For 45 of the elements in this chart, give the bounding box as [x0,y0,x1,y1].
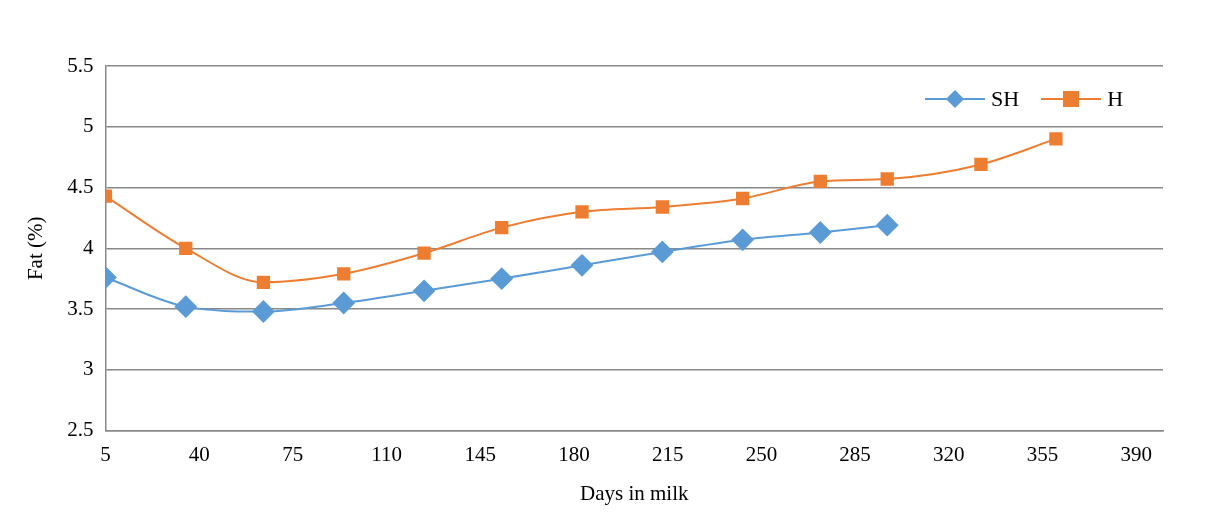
x-tick-label: 40 [188,441,210,466]
y-tick-label: 5.5 [67,52,94,77]
legend-label: H [1107,86,1124,112]
y-tick-label: 4 [82,234,94,259]
y-tick-label: 5 [82,113,94,138]
x-tick-label: 110 [371,441,402,466]
point [179,241,193,255]
point [876,214,899,237]
x-tick-label: 75 [282,441,304,466]
x-tick-label: 145 [464,441,497,466]
point [571,254,594,277]
point [413,279,436,302]
point [880,172,894,186]
x-axis-title: Days in milk [579,480,689,505]
y-tick-label: 2.5 [67,417,94,442]
x-tick-label: 285 [839,441,871,466]
point [417,246,431,260]
point [813,174,827,189]
x-tick-label: 390 [1120,441,1152,466]
point [332,291,355,314]
y-axis-title: Fat (%) [23,216,48,281]
point [174,295,197,318]
point [337,267,351,281]
point [256,275,271,289]
y-tick-label: 4.5 [67,174,94,199]
point [490,267,513,290]
x-tick-label: 250 [745,441,778,466]
point [1049,132,1063,146]
point [731,228,754,251]
legend-label: SH [991,86,1020,112]
point [655,200,669,214]
x-tick-label: 180 [558,441,590,466]
point [736,191,750,206]
point [575,205,589,219]
x-tick-label: 215 [651,441,684,466]
point [974,157,988,172]
y-tick-label: 3.5 [67,295,94,320]
x-tick-label: 5 [100,441,111,466]
point [495,220,509,235]
point [651,240,674,263]
point [252,300,275,323]
y-tick-label: 3 [82,356,94,381]
x-tick-label: 320 [933,441,965,466]
x-tick-label: 355 [1026,441,1059,466]
point [809,221,832,244]
